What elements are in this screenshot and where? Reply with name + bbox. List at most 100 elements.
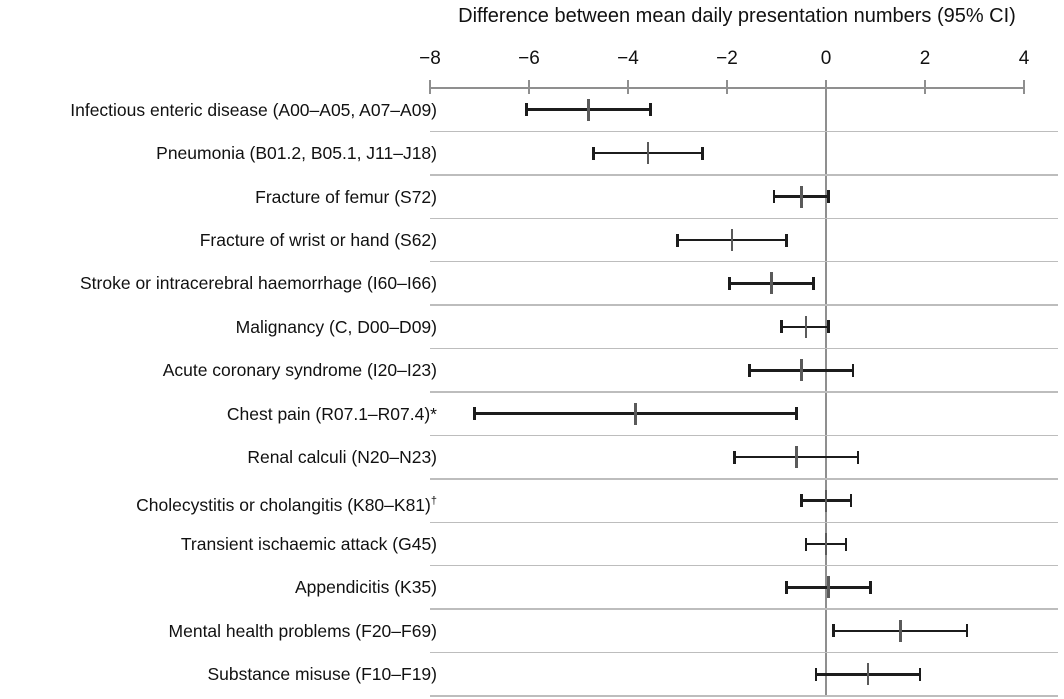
ci-cap-low [728, 276, 731, 290]
ci-cap-high [827, 320, 830, 334]
row-label: Renal calculi (N20–N23) [0, 445, 437, 469]
row-gridline [430, 434, 1058, 437]
row-gridline [430, 564, 1058, 567]
point-estimate-tick [827, 576, 830, 599]
row-label: Fracture of wrist or hand (S62) [0, 228, 437, 252]
row-label-text: Appendicitis (K35) [294, 577, 437, 598]
x-tick-label: −4 [617, 48, 639, 69]
row-label-text: Fracture of wrist or hand (S62) [199, 230, 437, 250]
ci-cap-high [812, 276, 815, 290]
row-gridline [430, 130, 1058, 133]
point-estimate-tick [866, 663, 870, 686]
x-axis-tick [627, 80, 629, 94]
row-label: Substance misuse (F10–F19) [0, 662, 437, 686]
row-label-text: Cholecystitis or cholangitis (K80–K81) [136, 494, 431, 515]
row-label: Malignancy (C, D00–D09) [0, 315, 437, 339]
row-gridline [430, 521, 1058, 524]
x-axis-tick [429, 80, 431, 94]
row-label-text: Pneumonia (B01.2, B05.1, J11–J18) [156, 143, 437, 164]
ci-cap-low [832, 624, 835, 638]
ci-cap-low [804, 537, 808, 551]
row-label-text: Transient ischaemic attack (G45) [180, 534, 437, 554]
row-label: Cholecystitis or cholangitis (K80–K81)† [0, 489, 437, 515]
row-gridline [430, 304, 1058, 306]
row-label-text: Stroke or intracerebral haemorrhage (I60… [80, 273, 437, 294]
ci-cap-low [676, 233, 679, 247]
ci-cap-high [918, 667, 922, 681]
ci-cap-high [844, 537, 848, 551]
ci-cap-high [795, 407, 798, 421]
x-axis-tick [528, 80, 530, 94]
row-label-superscript: † [430, 494, 437, 507]
row-label: Transient ischaemic attack (G45) [0, 532, 437, 556]
ci-cap-high [869, 580, 872, 594]
chart-title: Difference between mean daily presentati… [458, 5, 1016, 27]
ci-cap-high [649, 103, 652, 117]
row-label: Chest pain (R07.1–R07.4)* [0, 402, 437, 426]
row-label: Fracture of femur (S72) [0, 185, 437, 209]
point-estimate-tick [634, 402, 637, 425]
ci-cap-low [772, 190, 776, 204]
point-estimate-tick [824, 489, 828, 512]
x-tick-label: 4 [1018, 48, 1030, 69]
ci-cap-high [827, 190, 830, 204]
ci-cap-high [701, 146, 704, 160]
x-tick-label: −2 [716, 48, 738, 69]
row-gridline [430, 391, 1058, 393]
ci-cap-high [785, 233, 788, 247]
point-estimate-tick [646, 142, 650, 165]
ci-cap-low [800, 494, 803, 508]
row-label-text: Substance misuse (F10–F19) [207, 664, 437, 685]
row-label: Acute coronary syndrome (I20–I23) [0, 358, 437, 382]
ci-cap-low [780, 320, 783, 334]
ci-cap-low [748, 363, 751, 377]
x-tick-label: −6 [518, 48, 540, 69]
row-label-text: Mental health problems (F20–F69) [168, 620, 437, 641]
point-estimate-tick [770, 272, 773, 295]
ci-cap-low [785, 580, 788, 594]
x-tick-label: 0 [820, 48, 832, 69]
ci-cap-high [849, 494, 852, 508]
point-estimate-tick [730, 229, 734, 251]
ci-cap-high [856, 450, 860, 464]
x-axis-tick [825, 80, 827, 94]
row-label: Stroke or intracerebral haemorrhage (I60… [0, 271, 437, 295]
row-gridline [430, 608, 1058, 610]
x-tick-label: −8 [419, 48, 441, 69]
point-estimate-tick [800, 185, 803, 208]
x-axis-tick [726, 80, 728, 94]
row-label: Infectious enteric disease (A00–A05, A07… [0, 98, 437, 122]
ci-cap-low [814, 667, 818, 681]
row-label-text: Renal calculi (N20–N23) [247, 447, 437, 468]
x-axis-tick [924, 80, 926, 94]
point-estimate-tick [587, 98, 590, 121]
point-estimate-tick [800, 359, 803, 382]
row-gridline [430, 478, 1058, 480]
ci-cap-low [525, 103, 528, 117]
row-gridline [430, 174, 1058, 176]
row-gridline [430, 347, 1058, 350]
ci-cap-low [592, 146, 595, 160]
row-label-text: Infectious enteric disease (A00–A05, A07… [70, 99, 437, 120]
row-label-text: Chest pain (R07.1–R07.4)* [226, 403, 437, 424]
ci-cap-low [473, 407, 476, 421]
row-label-text: Fracture of femur (S72) [255, 186, 437, 207]
point-estimate-tick [804, 315, 808, 338]
row-gridline [430, 217, 1058, 220]
row-gridline [430, 260, 1058, 263]
row-label-text: Acute coronary syndrome (I20–I23) [162, 360, 437, 381]
ci-cap-high [965, 624, 969, 638]
point-estimate-tick [795, 446, 798, 469]
row-label: Mental health problems (F20–F69) [0, 619, 437, 643]
point-estimate-tick [899, 619, 902, 642]
row-label: Appendicitis (K35) [0, 575, 437, 599]
x-axis-tick [1023, 80, 1025, 94]
row-label: Pneumonia (B01.2, B05.1, J11–J18) [0, 141, 437, 165]
ci-cap-high [851, 363, 855, 377]
row-label-text: Malignancy (C, D00–D09) [235, 316, 437, 337]
row-gridline [430, 695, 1058, 697]
row-gridline [430, 651, 1058, 654]
x-tick-label: 2 [919, 48, 931, 69]
